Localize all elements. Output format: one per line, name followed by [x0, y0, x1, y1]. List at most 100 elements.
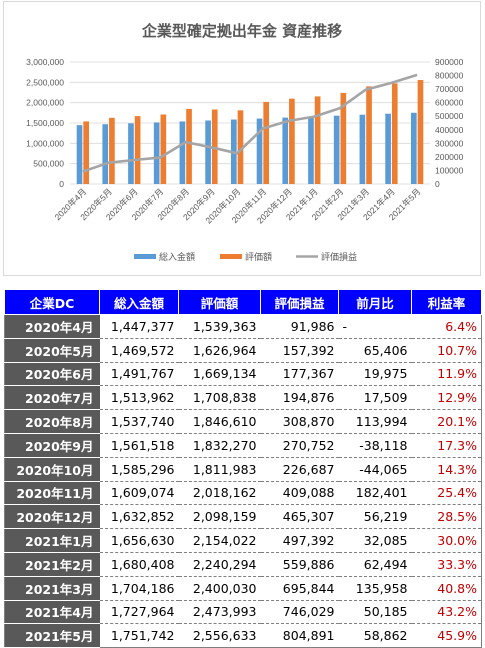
y-right-tick-label: 400000: [435, 125, 464, 135]
table-row: 2021年1月 1,656,630 2,154,022 497,392 32,085 30…: [4, 528, 482, 553]
legend-label: 総入金額: [159, 251, 195, 263]
row-profit-rate: 17.3%: [411, 433, 482, 458]
row-gain-loss: 91,986: [260, 314, 339, 339]
table-row: 2020年9月 1,561,518 1,832,270 270,752 -38,118 1…: [4, 433, 482, 458]
row-gain-loss: 177,367: [260, 362, 339, 387]
row-total-deposit: 1,537,740: [99, 409, 179, 434]
table-row: 2020年8月 1,537,740 1,846,610 308,870 113,994 2…: [4, 409, 482, 434]
bar-valuation: [391, 83, 398, 184]
bar-valuation: [366, 86, 372, 184]
bar-valuation: [211, 109, 218, 184]
y-right-tick-label: 300000: [435, 138, 464, 148]
row-total-deposit: 1,751,742: [99, 623, 179, 648]
line-gain-loss: [82, 73, 418, 173]
row-month: 2020年12月: [4, 504, 100, 530]
table-row: 2021年2月 1,680,408 2,240,294 559,886 62,494 33…: [4, 552, 482, 577]
y-right-tick-label: 500000: [435, 111, 464, 121]
row-profit-rate: 20.1%: [411, 409, 482, 434]
row-month-diff: 19,975: [338, 362, 412, 387]
table-row: 2020年10月 1,585,296 1,811,983 226,687 -44,065…: [4, 457, 482, 482]
y-left-tick-label: 1,500,000: [26, 118, 64, 128]
y-right-tick-label: 100000: [435, 165, 464, 175]
row-month-diff: 135,958: [338, 576, 412, 601]
bar-valuation: [340, 92, 347, 184]
row-gain-loss: 194,876: [260, 385, 339, 411]
row-profit-rate: 28.5%: [411, 504, 482, 530]
table-row: 2020年7月 1,513,962 1,708,838 194,876 17,509 12…: [4, 385, 482, 411]
row-profit-rate: 40.8%: [411, 576, 482, 601]
table-body: 2020年4月 1,447,377 1,539,363 91,986-6.4% 2020…: [4, 314, 482, 648]
row-gain-loss: 409,088: [260, 481, 339, 506]
chart-panel: 企業型確定拠出年金 資産推移 0 500,000 1,000,000 1,500,000…: [3, 1, 481, 276]
row-month-diff: 32,085: [338, 528, 412, 553]
row-gain-loss: 270,752: [260, 433, 339, 458]
row-total-deposit: 1,704,186: [99, 576, 179, 601]
asset-chart: 企業型確定拠出年金 資産推移 0 500,000 1,000,000 1,500,000…: [26, 22, 464, 263]
row-month-diff: 113,994: [338, 409, 412, 434]
row-total-deposit: 1,609,074: [99, 481, 179, 506]
row-valuation: 1,832,270: [178, 433, 261, 458]
row-month: 2021年1月: [4, 528, 100, 553]
y-right-tick-label: 900000: [435, 57, 464, 67]
row-valuation: 2,098,159: [178, 504, 261, 530]
bar-total-deposit: [205, 120, 211, 184]
bar-total-deposit: [410, 112, 417, 184]
row-profit-rate: 6.4%: [411, 314, 482, 339]
bar-total-deposit: [153, 122, 160, 184]
y-left-tick-label: 2,500,000: [26, 77, 64, 87]
row-month: 2020年5月: [4, 338, 100, 363]
table-row: 2020年5月 1,469,572 1,626,964 157,392 65,406 10…: [4, 338, 482, 363]
row-profit-rate: 33.3%: [411, 552, 482, 577]
row-month-diff: 65,406: [338, 338, 412, 363]
row-month: 2021年5月: [4, 623, 100, 648]
bar-total-deposit: [76, 125, 83, 184]
row-total-deposit: 1,656,630: [99, 528, 179, 553]
row-profit-rate: 14.3%: [411, 457, 482, 482]
row-month: 2021年3月: [4, 576, 100, 601]
y-right-tick-label: 800000: [435, 71, 464, 81]
y-right-tick-label: 0: [435, 179, 440, 189]
table-row: 2021年5月 1,751,742 2,556,633 804,891 58,862 45…: [4, 623, 482, 648]
row-total-deposit: 1,585,296: [99, 457, 179, 482]
row-month-diff: -38,118: [338, 433, 412, 458]
row-valuation: 2,556,633: [178, 623, 261, 648]
row-valuation: 2,018,162: [178, 481, 261, 506]
table-row: 2021年4月 1,727,964 2,473,993 746,029 50,185 43…: [4, 600, 482, 625]
y-left-tick-label: 3,000,000: [26, 57, 64, 67]
row-valuation: 2,400,030: [178, 576, 261, 601]
y-right-tick-label: 700000: [435, 84, 464, 94]
row-gain-loss: 804,891: [260, 623, 339, 648]
row-gain-loss: 308,870: [260, 409, 339, 434]
asset-table: 企業DC 総入金額 評価額 評価損益 前月比 利益率 2020年4月 1,447,…: [4, 289, 482, 648]
bar-total-deposit: [282, 117, 289, 184]
legend-label: 評価額: [245, 251, 272, 263]
y-left-tick-label: 2,000,000: [26, 98, 64, 108]
legend-swatch: [220, 254, 242, 259]
row-valuation: 1,669,134: [178, 362, 261, 387]
row-valuation: 2,240,294: [178, 552, 261, 577]
bar-total-deposit: [385, 113, 391, 184]
header-valuation: 評価額: [178, 289, 261, 315]
table-header-row: 企業DC 総入金額 評価額 評価損益 前月比 利益率: [4, 289, 482, 315]
bar-valuation: [289, 98, 295, 184]
bar-total-deposit: [102, 124, 109, 184]
row-month-diff: 182,401: [338, 481, 412, 506]
row-gain-loss: 746,029: [260, 600, 339, 625]
row-profit-rate: 45.9%: [411, 623, 482, 648]
y-right-tick-label: 200000: [435, 152, 464, 162]
bar-valuation: [314, 96, 321, 184]
row-profit-rate: 43.2%: [411, 600, 482, 625]
bar-total-deposit: [308, 116, 314, 184]
row-total-deposit: 1,561,518: [99, 433, 179, 458]
row-month-diff: 56,219: [338, 504, 412, 530]
row-month: 2020年6月: [4, 362, 100, 387]
row-month: 2020年9月: [4, 433, 100, 458]
row-month-diff: -44,065: [338, 457, 412, 482]
header-profit-rate: 利益率: [411, 289, 482, 315]
y-right-tick-label: 600000: [435, 98, 464, 108]
row-valuation: 2,154,022: [178, 528, 261, 553]
bar-total-deposit: [128, 123, 134, 184]
header-total-deposit: 総入金額: [99, 289, 179, 315]
row-gain-loss: 497,392: [260, 528, 339, 553]
row-profit-rate: 30.0%: [411, 528, 482, 553]
